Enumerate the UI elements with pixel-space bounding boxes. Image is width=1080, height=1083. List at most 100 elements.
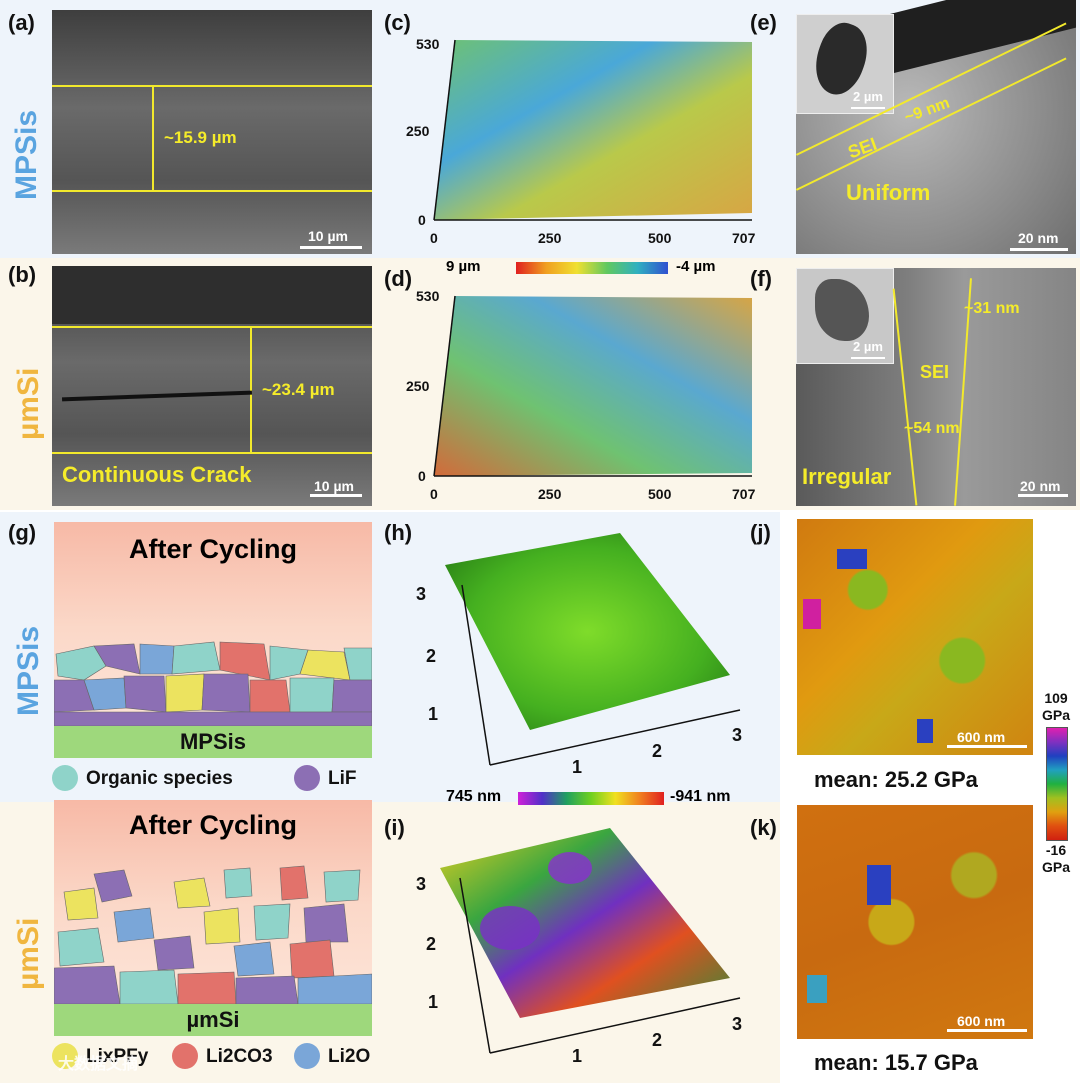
sem-image-b: ~23.4 µm Continuous Crack 10 µm bbox=[52, 266, 372, 506]
row-label-mpsis: MPSis bbox=[10, 109, 43, 200]
modulus-colorbar-min: -16 bbox=[1045, 842, 1067, 858]
inset-e: 2 µm bbox=[796, 14, 894, 114]
panel-label-h: (h) bbox=[384, 520, 413, 545]
legend-li2o-label: Li2O bbox=[328, 1046, 371, 1067]
colorbar-i-max: 745 nm bbox=[446, 788, 502, 805]
panel-label-f: (f) bbox=[750, 266, 772, 291]
x-tick-d-250: 250 bbox=[538, 486, 562, 502]
scale-label-f: 20 nm bbox=[1020, 478, 1061, 494]
sei-particles-mpsis bbox=[54, 641, 372, 726]
sem-image-a: ~15.9 µm 10 µm bbox=[52, 10, 372, 254]
colorbar-d bbox=[516, 262, 668, 274]
scale-label-e: 20 nm bbox=[1018, 230, 1059, 246]
row-label-g-mpsis: MPSis bbox=[12, 625, 45, 716]
thickness-label-a: ~15.9 µm bbox=[164, 128, 237, 147]
y-tick-h-2: 2 bbox=[426, 646, 437, 666]
legend-organic-label: Organic species bbox=[86, 768, 233, 789]
x-tick-i-3: 3 bbox=[732, 1014, 743, 1034]
x-tick-c-500: 500 bbox=[648, 230, 672, 246]
inset-f: 2 µm bbox=[796, 268, 894, 364]
schematic-mpsis: After Cycling MPSis bbox=[54, 522, 372, 758]
panel-label-e: (e) bbox=[750, 10, 777, 35]
panel-label-a: (a) bbox=[8, 10, 35, 35]
inset-scale-f: 2 µm bbox=[853, 339, 883, 354]
scale-label-a: 10 µm bbox=[308, 228, 348, 244]
caption-f: Irregular bbox=[802, 464, 892, 489]
tem-image-e: 2 µm ~9 nm SEI Uniform 20 nm bbox=[796, 0, 1076, 254]
watermark: 大数据文摘 bbox=[58, 1056, 139, 1073]
y-tick-i-3: 3 bbox=[416, 874, 427, 894]
colorbar-d-max: 9 µm bbox=[446, 258, 481, 275]
thickness-bottom-f: ~54 nm bbox=[904, 420, 960, 437]
panel-label-d: (d) bbox=[384, 266, 413, 291]
scale-label-b: 10 µm bbox=[314, 478, 354, 494]
modulus-colorbar bbox=[1046, 727, 1068, 841]
x-tick-i-2: 2 bbox=[652, 1030, 663, 1050]
y-tick-i-2: 2 bbox=[426, 934, 437, 954]
surface-map-c bbox=[433, 39, 752, 221]
legend-lif-icon bbox=[294, 765, 320, 791]
panel-label-k: (k) bbox=[750, 815, 777, 840]
legend-lixpfy-label: LixPFy bbox=[86, 1046, 149, 1067]
substrate-label-umsi: µmSi bbox=[54, 1004, 372, 1036]
modulus-colorbar-max-unit: GPa bbox=[1041, 707, 1070, 723]
colorbar-i bbox=[518, 792, 664, 805]
inset-scale-e: 2 µm bbox=[853, 89, 883, 104]
panel-label-c: (c) bbox=[384, 10, 411, 35]
schematic-title-mpsis: After Cycling bbox=[128, 534, 298, 564]
x-tick-i-1: 1 bbox=[572, 1046, 583, 1066]
legend-lixpfy-icon bbox=[52, 1043, 78, 1069]
caption-b: Continuous Crack bbox=[62, 462, 252, 487]
x-tick-h-2: 2 bbox=[652, 741, 663, 761]
sei-label-e: SEI bbox=[845, 133, 880, 163]
substrate-label-mpsis: MPSis bbox=[54, 726, 372, 758]
y-tick-i-1: 1 bbox=[428, 992, 439, 1012]
x-tick-h-1: 1 bbox=[572, 757, 583, 777]
legend-organic-icon bbox=[52, 765, 78, 791]
modulus-colorbar-max: 109 bbox=[1044, 690, 1068, 706]
panel-label-j: (j) bbox=[750, 520, 771, 545]
sei-particles-umsi bbox=[54, 865, 372, 1004]
scale-label-k: 600 nm bbox=[957, 1013, 1006, 1029]
scale-label-j: 600 nm bbox=[957, 729, 1006, 745]
y-tick-d-0: 0 bbox=[418, 468, 426, 484]
panel-label-b: (b) bbox=[8, 262, 37, 287]
sei-label-f: SEI bbox=[920, 362, 950, 382]
afm-topography-i bbox=[440, 828, 741, 1054]
thickness-label-b: ~23.4 µm bbox=[262, 380, 335, 399]
legend-li2o-icon bbox=[294, 1043, 320, 1069]
panel-label-i: (i) bbox=[384, 815, 405, 840]
x-tick-d-707: 707 bbox=[732, 486, 756, 502]
modulus-map-j: 600 nm bbox=[797, 519, 1033, 755]
colorbar-i-min: -941 nm bbox=[670, 788, 731, 805]
afm-topography-h bbox=[445, 533, 741, 766]
row-label-g-umsi: µmSi bbox=[12, 917, 45, 990]
y-tick-d-530: 530 bbox=[416, 288, 440, 304]
schematic-title-umsi: After Cycling bbox=[128, 810, 298, 840]
legend-li2co3-label: Li2CO3 bbox=[206, 1046, 273, 1067]
row-label-umsi: µmSi bbox=[12, 367, 45, 440]
modulus-colorbar-min-unit: GPa bbox=[1041, 859, 1070, 875]
x-tick-c-250: 250 bbox=[538, 230, 562, 246]
schematic-umsi: After Cycling µmSi bbox=[54, 800, 372, 1036]
x-tick-h-3: 3 bbox=[732, 725, 743, 745]
x-tick-c-0: 0 bbox=[430, 230, 438, 246]
x-tick-c-707: 707 bbox=[732, 230, 756, 246]
y-tick-d-250: 250 bbox=[406, 378, 430, 394]
x-tick-d-0: 0 bbox=[430, 486, 438, 502]
thickness-top-f: ~31 nm bbox=[964, 300, 1020, 317]
mean-modulus-k: mean: 15.7 GPa bbox=[814, 1050, 978, 1075]
x-tick-d-500: 500 bbox=[648, 486, 672, 502]
caption-e: Uniform bbox=[846, 180, 931, 205]
y-tick-c-0: 0 bbox=[418, 212, 426, 228]
panel-label-g: (g) bbox=[8, 520, 37, 545]
modulus-map-k: 600 nm bbox=[797, 805, 1033, 1039]
legend-lif-label: LiF bbox=[328, 768, 357, 789]
colorbar-d-min: -4 µm bbox=[676, 258, 716, 275]
legend-li2co3-icon bbox=[172, 1043, 198, 1069]
surface-map-d bbox=[433, 295, 752, 477]
y-tick-c-530: 530 bbox=[416, 36, 440, 52]
y-tick-h-1: 1 bbox=[428, 704, 439, 724]
mean-modulus-j: mean: 25.2 GPa bbox=[814, 767, 978, 792]
y-tick-c-250: 250 bbox=[406, 123, 430, 139]
